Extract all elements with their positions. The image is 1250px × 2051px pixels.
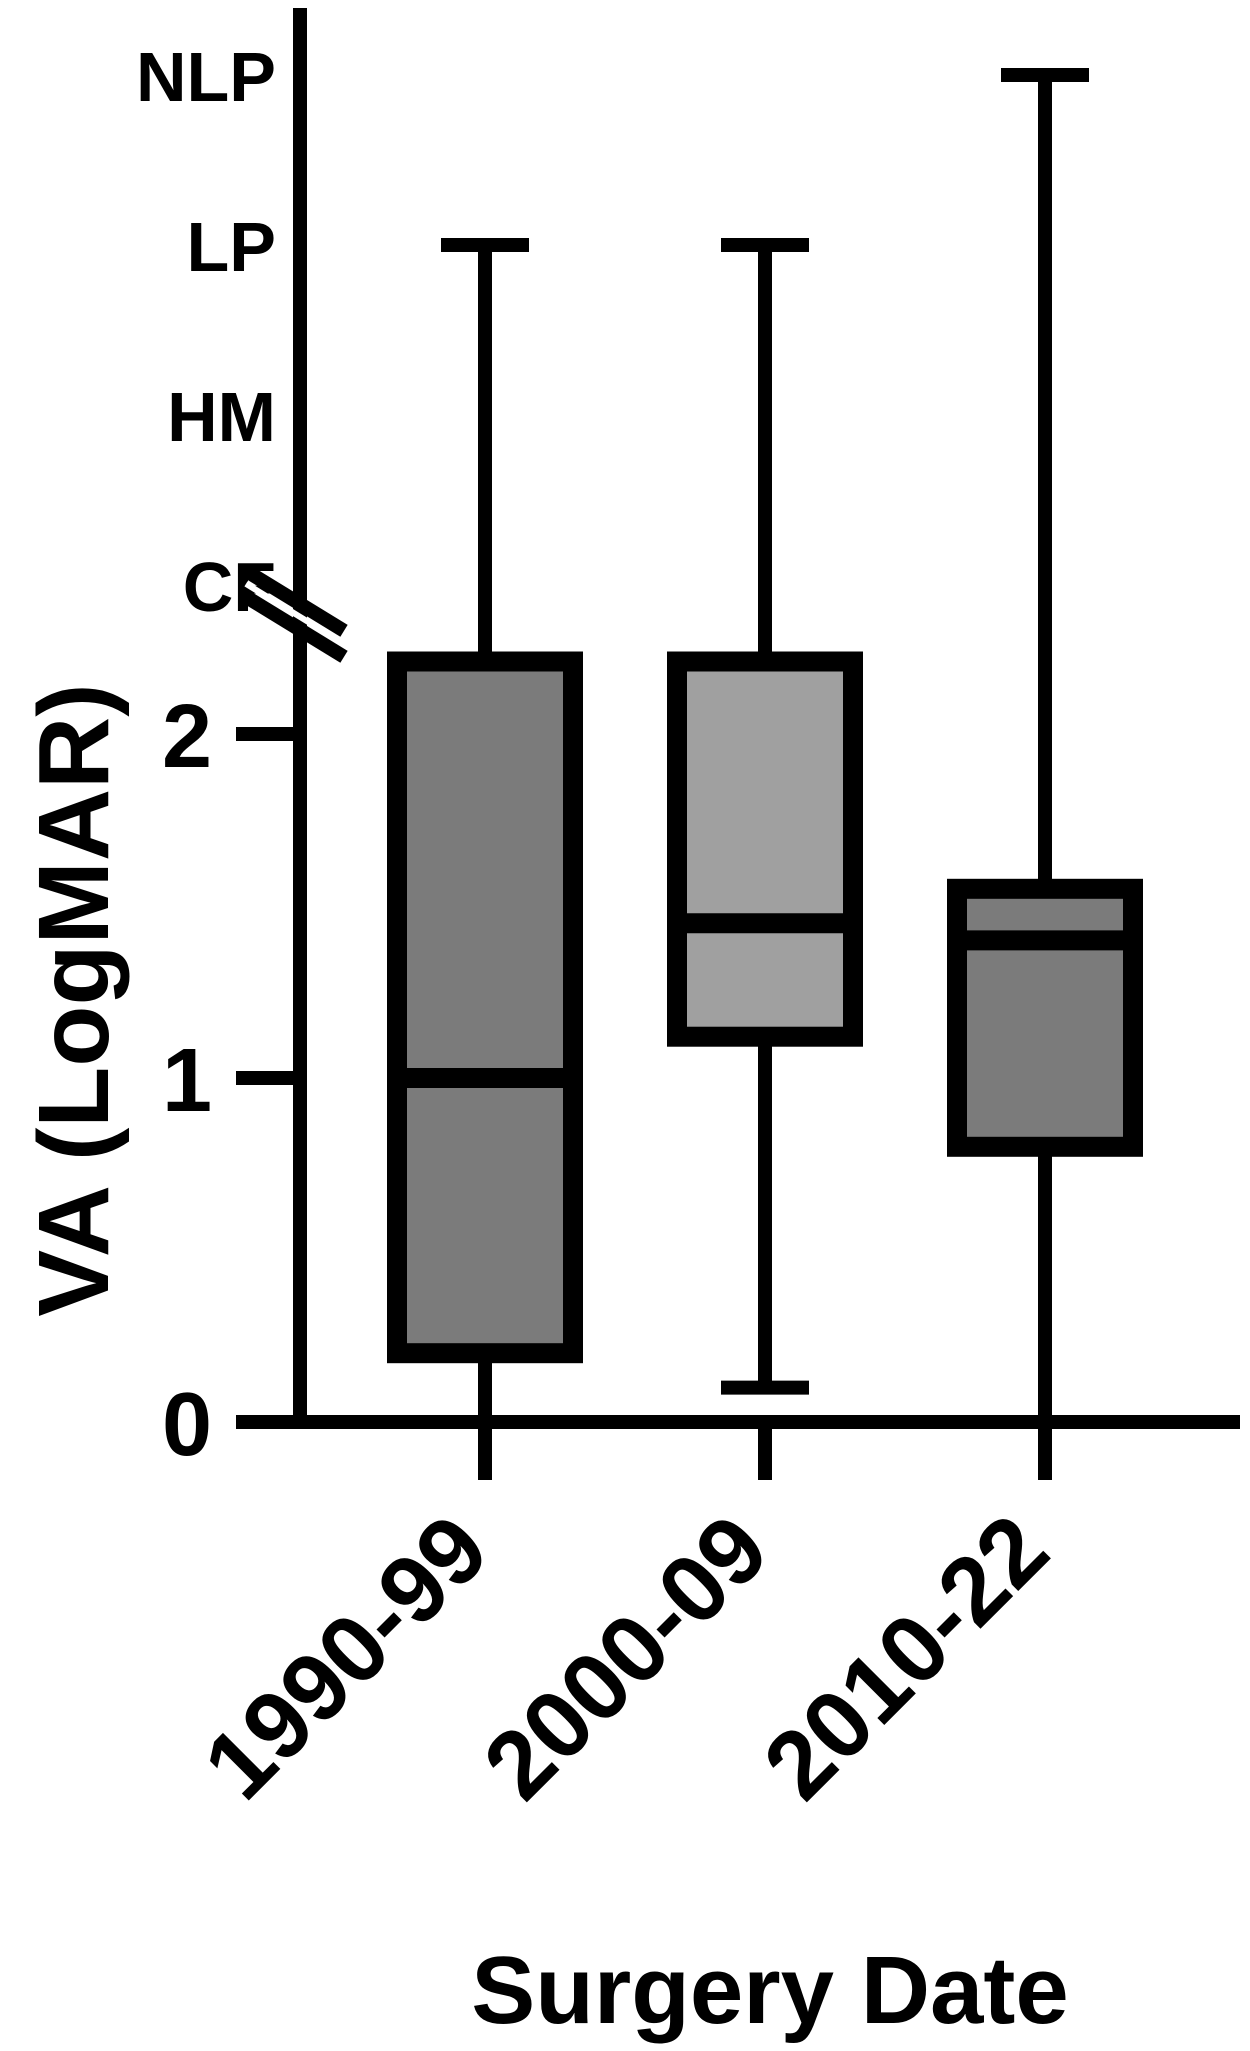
axis-break-gap <box>244 581 346 647</box>
y-tick-label: HM <box>167 378 276 456</box>
x-axis-title: Surgery Date <box>471 1937 1069 2044</box>
y-tick-label: 2 <box>162 687 212 787</box>
box-iqr <box>667 651 863 1047</box>
y-axis-title: VA (LogMAR) <box>18 683 130 1316</box>
y-tick-label: 0 <box>162 1375 212 1475</box>
y-tick-label: NLP <box>136 38 276 116</box>
y-tick-label: LP <box>187 208 276 286</box>
x-tick-label: 1990-99 <box>184 1495 509 1820</box>
axis-break-mark <box>242 564 348 637</box>
x-tick-label: 2000-09 <box>464 1495 789 1820</box>
x-tick-label: 2010-22 <box>744 1495 1069 1820</box>
box-iqr <box>387 651 583 1364</box>
box-iqr <box>947 878 1143 1157</box>
y-tick-label: 1 <box>162 1031 212 1131</box>
axis-break-mark <box>242 590 348 663</box>
